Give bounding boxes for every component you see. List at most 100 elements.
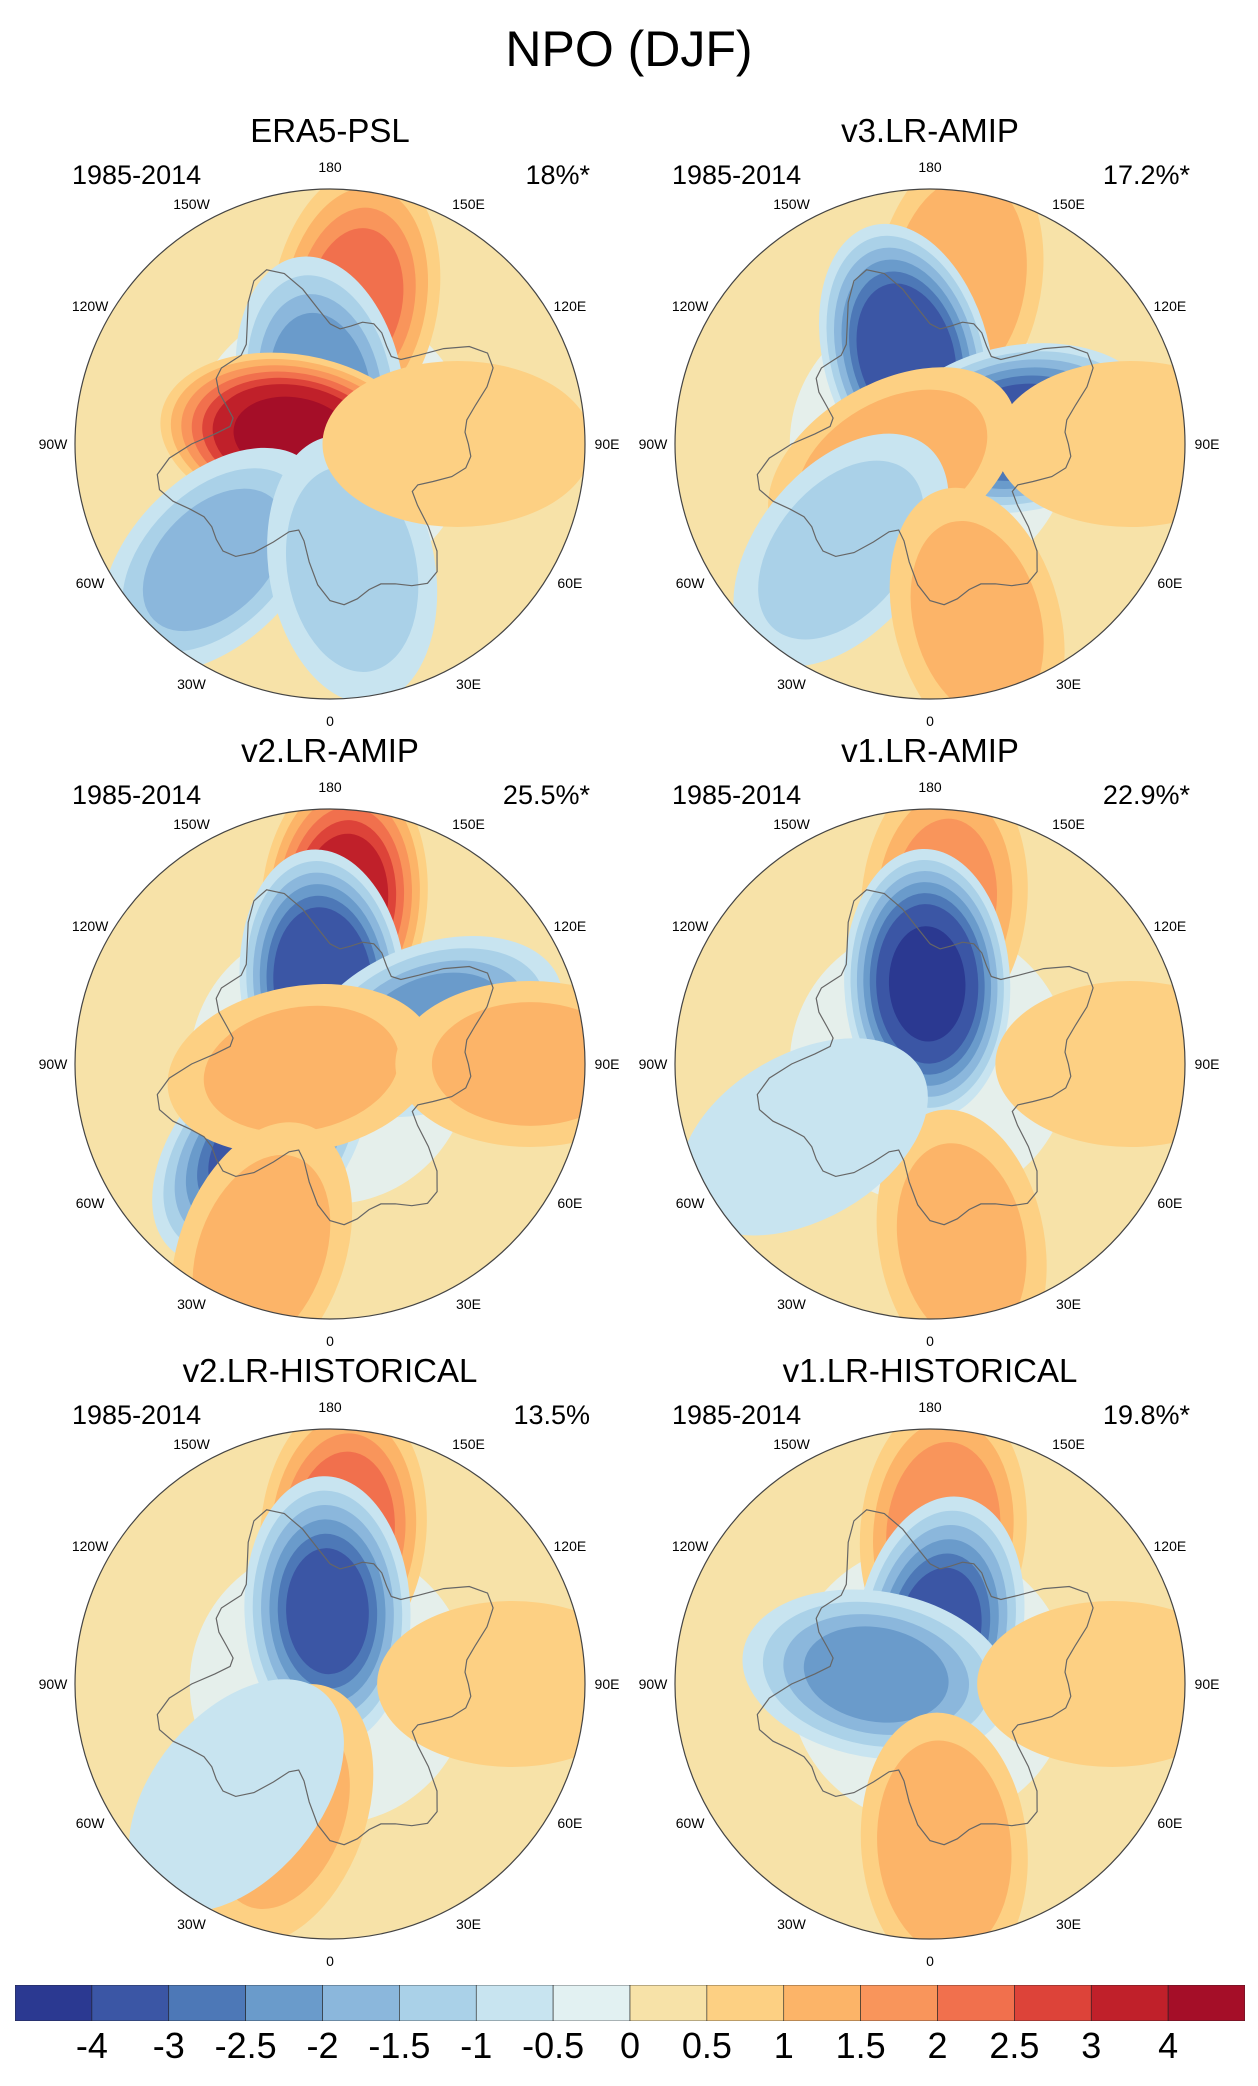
coastline [156,889,494,1226]
longitude-label: 120E [553,297,587,314]
period-label: 1985-2014 [672,1400,802,1430]
longitude-label: 180 [918,159,942,175]
high-contour-band [203,1005,399,1133]
panel-title: ERA5-PSL [250,112,410,149]
longitude-label: 60E [1157,1194,1183,1211]
high-contour-band [977,1601,1185,1767]
longitude-label: 0 [326,713,334,729]
longitude-label: 30E [1056,1295,1081,1312]
high-contour-band [322,361,585,527]
explained-variance: 18%* [525,160,590,190]
longitude-label: 150W [773,1436,810,1453]
colorbar-tick-label: 3 [1081,2025,1102,2066]
map-panel: ERA5-PSL 1985-2014 18%* 180 150E 120E 90E 60E 30… [30,112,630,732]
colorbar-bin [15,1985,93,2021]
map-border [674,808,1186,1320]
colorbar-tick-label: -0.5 [522,2025,585,2066]
longitude-label: 150W [173,816,210,833]
longitude-label: 120W [671,297,709,314]
colorbar-tick-label: -1.5 [368,2025,431,2066]
colorbar-bin [937,1985,1015,2021]
map-panel: v3.LR-AMIP 1985-2014 17.2%* 180 150E 120E 90E 6… [630,112,1230,732]
longitude-label: 90E [1194,1056,1220,1072]
map-panel: v2.LR-HISTORICAL 1985-2014 13.5% 180 150E 120… [30,1352,630,1972]
longitude-label: 60W [675,1194,705,1211]
colorbar-bin [1090,1985,1169,2021]
colorbar-bin [91,1985,170,2021]
explained-variance: 19.8%* [1102,1400,1190,1430]
colorbar-bin [552,1985,631,2021]
panel-title: v2.LR-HISTORICAL [182,1352,478,1389]
map-border [74,188,586,700]
high-contour-band [910,520,1044,699]
longitude-label: 90E [594,1056,620,1072]
longitude-label: 150W [173,196,210,213]
colorbar-tick-label: -3 [152,2025,185,2066]
longitude-label: 120W [71,297,109,314]
colorbar-tick-label: -4 [75,2025,108,2066]
map-panel: v1.LR-HISTORICAL 1985-2014 19.8%* 180 150E 12… [630,1352,1230,1972]
colorbar-bin [783,1985,861,2021]
longitude-label: 150E [1052,1436,1085,1453]
longitude-label: 30E [456,1295,481,1312]
period-label: 1985-2014 [672,160,802,190]
longitude-label: 60E [1157,574,1183,591]
colorbar-bin [1167,1985,1245,2021]
longitude-label: 0 [326,1953,334,1969]
polar-map [74,188,586,700]
polar-map [74,1428,586,1940]
longitude-label: 120E [1153,297,1187,314]
colorbar-tick-label: -2.5 [214,2025,277,2066]
longitude-label: 120E [1153,917,1187,934]
longitude-label: 180 [318,779,342,795]
longitude-label: 60W [75,1194,105,1211]
colorbar-bin [1014,1985,1092,2021]
longitude-label: 150E [1052,816,1085,833]
longitude-label: 60W [675,1814,705,1831]
longitude-label: 150E [1052,196,1085,213]
colorbar-bin [245,1985,323,2021]
longitude-label: 90E [1194,436,1220,452]
longitude-label: 150W [173,1436,210,1453]
longitude-label: 60E [1157,1814,1183,1831]
explained-variance: 22.9%* [1102,780,1190,810]
colorbar-bin [706,1985,785,2021]
colorbar-tick-label: 0.5 [681,2025,732,2066]
coastline [756,269,1094,606]
longitude-label: 30E [456,1915,481,1932]
colorbar-bin [629,1985,708,2021]
low-contour-band [803,1626,949,1723]
map-border [674,1428,1186,1940]
longitude-label: 180 [918,1399,942,1415]
colorbar-tick-label: 0 [619,2025,641,2066]
longitude-label: 60E [557,1814,583,1831]
low-contour-band [758,460,924,640]
longitude-label: 120E [553,917,587,934]
explained-variance: 17.2%* [1102,160,1190,190]
longitude-label: 30E [1056,1915,1081,1932]
longitude-label: 150E [452,1436,485,1453]
longitude-label: 30E [456,675,481,692]
map-panel: v2.LR-AMIP 1985-2014 25.5%* 180 150E 120E 90E 6… [30,732,630,1352]
longitude-label: 30W [777,1295,806,1312]
panel-title: v2.LR-AMIP [241,732,419,769]
longitude-label: 0 [926,713,934,729]
colorbar-tick-label: 2 [927,2025,948,2066]
map-border [74,808,586,1320]
colorbar-tick-label: 1.5 [835,2025,886,2066]
high-contour-band [877,1740,1012,1939]
longitude-label: 120E [1153,1537,1187,1554]
longitude-label: 120W [71,917,109,934]
longitude-label: 180 [918,779,942,795]
longitude-label: 60W [75,574,105,591]
coastline [756,1509,1094,1846]
high-contour-band [896,1143,1027,1319]
longitude-label: 90E [1194,1676,1220,1692]
period-label: 1985-2014 [72,1400,202,1430]
longitude-label: 90E [594,436,620,452]
longitude-label: 60E [557,1194,583,1211]
colorbar-bin [475,1985,554,2021]
longitude-label: 0 [926,1953,934,1969]
colorbar-bin [168,1985,246,2021]
map-panel: v1.LR-AMIP 1985-2014 22.9%* 180 150E 120E 90E 6… [630,732,1230,1352]
